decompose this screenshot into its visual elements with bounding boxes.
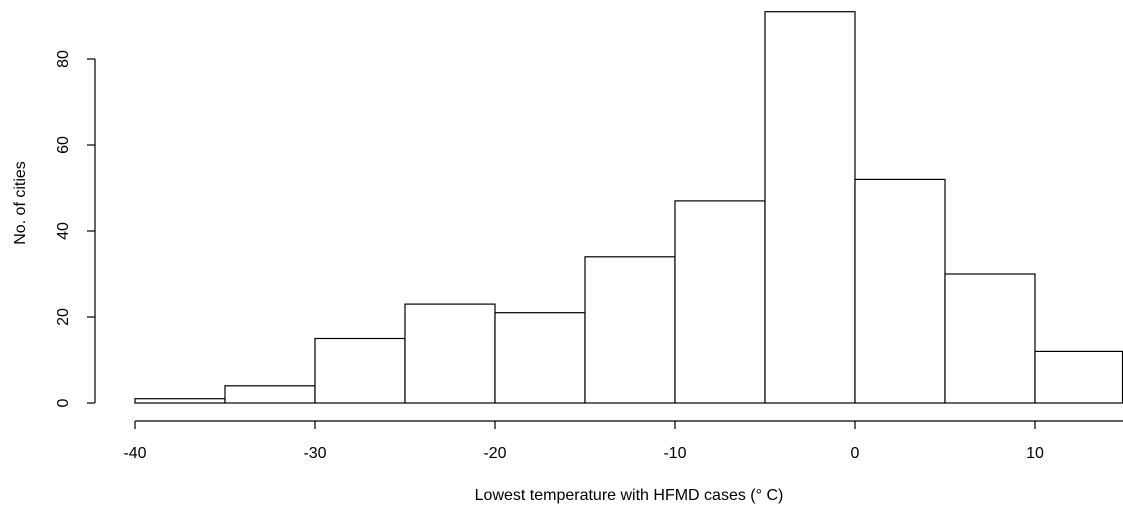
- histogram-bar-7: [764, 11, 856, 404]
- x-tick-label: -30: [303, 445, 326, 462]
- x-axis: -40 -30 -20 -10 0 10: [123, 420, 1123, 462]
- x-tick-label: 10: [1026, 445, 1044, 462]
- y-axis-title: No. of cities: [12, 161, 29, 245]
- histogram-bar-10: [1034, 350, 1123, 404]
- histogram-bar-2: [314, 337, 406, 404]
- histogram-bar-9: [944, 273, 1036, 404]
- x-tick-label: -20: [483, 445, 506, 462]
- histogram-bar-8: [854, 178, 946, 404]
- y-axis: 0 20 40 60 80: [55, 50, 96, 407]
- y-tick-label: 60: [55, 136, 72, 154]
- histogram-bar-5: [584, 256, 676, 404]
- x-tick-label: -40: [123, 445, 146, 462]
- x-tick-label: 0: [851, 445, 860, 462]
- y-tick-label: 80: [55, 50, 72, 68]
- histogram-bar-6: [674, 200, 766, 404]
- x-tick-label: -10: [663, 445, 686, 462]
- y-tick-label: 40: [55, 222, 72, 240]
- histogram-bar-4: [494, 312, 586, 404]
- histogram-bars: [134, 11, 1123, 404]
- histogram-bar-0: [134, 398, 226, 404]
- histogram-bar-1: [224, 385, 316, 404]
- histogram-bar-3: [404, 303, 496, 404]
- y-tick-label: 0: [55, 398, 72, 407]
- x-axis-title: Lowest temperature with HFMD cases (° C): [475, 487, 784, 504]
- y-tick-label: 20: [55, 308, 72, 326]
